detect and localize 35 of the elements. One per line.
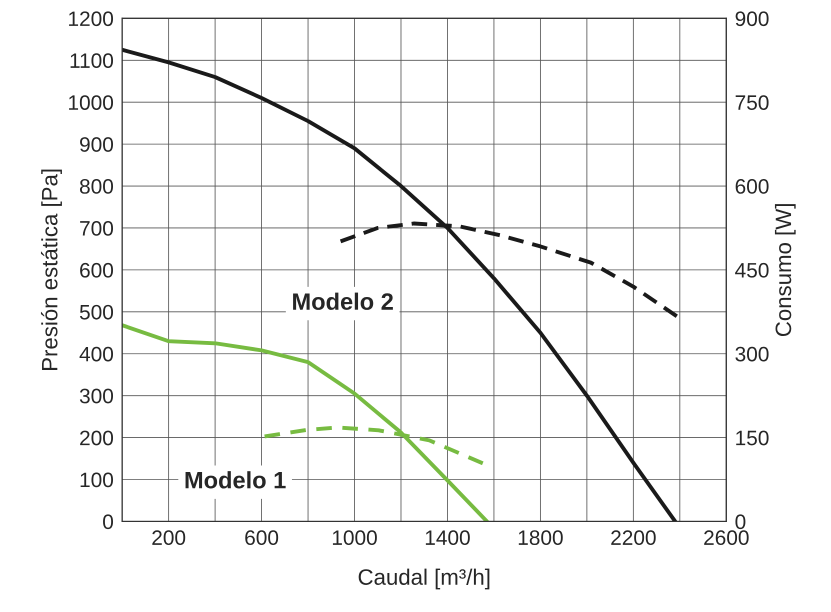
x-tick-label: 600 (245, 530, 278, 546)
annotation: Modelo 1 (186, 471, 286, 489)
y-tick-label: 800 (80, 179, 114, 194)
y2-tick-label: 0 (735, 514, 746, 530)
y-tick-label: 1200 (69, 11, 114, 26)
y-tick-label: 700 (80, 220, 114, 236)
x-tick-label: 200 (152, 530, 186, 546)
y2-tick-label: 600 (736, 179, 769, 194)
line-series (262, 426, 485, 466)
x-tick-label: 1000 (332, 530, 377, 546)
y2-tick-label: 450 (735, 262, 769, 278)
y-tick-label: 1100 (70, 53, 114, 68)
y-tick-label: 0 (103, 514, 114, 530)
x-tick-label: 1400 (426, 530, 470, 546)
y-tick-label: 100 (80, 472, 114, 488)
y-tick-label: 1000 (69, 95, 114, 110)
x-axis-title: Caudal [m³/h] (358, 568, 490, 590)
y-tick-label: 900 (80, 137, 114, 152)
y-axis-title: Presión estática [Pa] (40, 170, 62, 370)
annotation: Modelo 2 (293, 292, 393, 310)
x-tick-label: 1800 (518, 530, 563, 546)
line-series (122, 48, 678, 522)
x-tick-label: 2200 (611, 530, 656, 546)
y-tick-label: 600 (80, 262, 114, 278)
y-tick-label: 300 (80, 388, 114, 404)
y2-tick-label: 750 (736, 95, 769, 110)
y-tick-label: 200 (80, 430, 114, 446)
y2-tick-label: 150 (736, 430, 769, 446)
y-tick-label: 400 (80, 346, 114, 362)
y2-tick-label: 900 (736, 11, 769, 26)
y-tick-label: 500 (80, 304, 114, 320)
y2-tick-label: 300 (735, 346, 769, 362)
y2-axis-title: Consumo [W] (774, 204, 796, 336)
x-tick-label: 2600 (704, 530, 749, 546)
line-series (122, 323, 489, 522)
